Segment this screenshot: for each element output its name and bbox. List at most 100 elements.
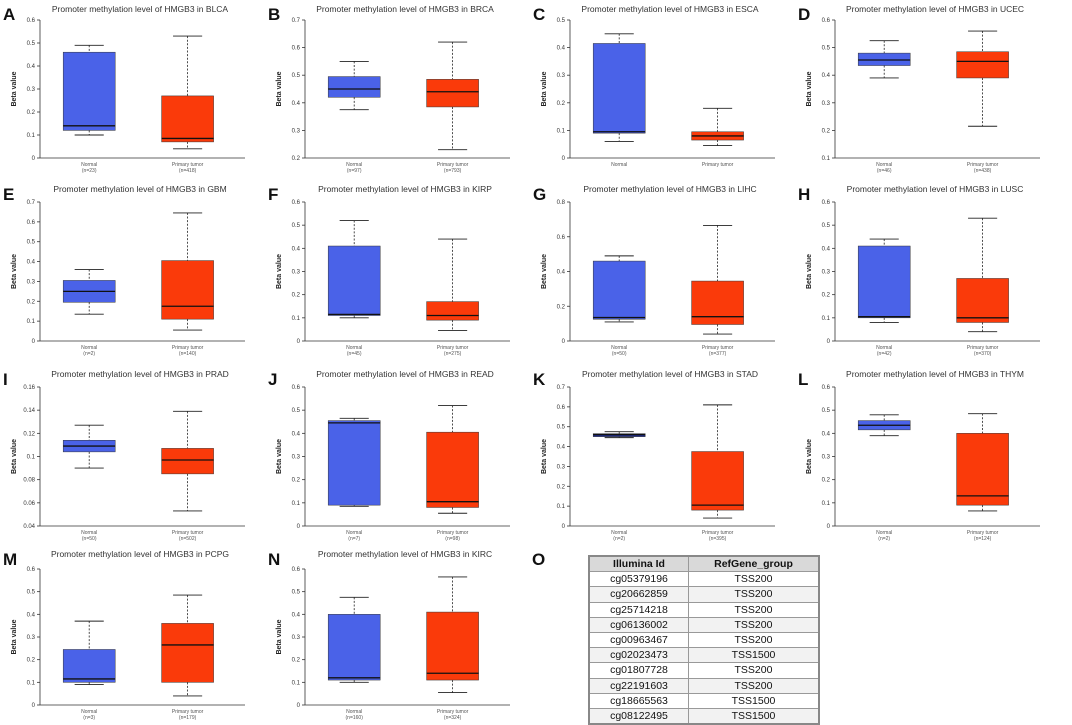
refgene-group-cell: TSS200	[688, 662, 820, 679]
panel-A-tumor-n-label: (n=418)	[179, 168, 197, 174]
panel-J-y-tick-label: 0.6	[292, 385, 301, 391]
panel-F-y-tick-label: 0.1	[292, 316, 301, 322]
panel-G-tumor-label: Primary tumor	[702, 345, 734, 351]
panel-K-normal-n-label: (n=2)	[613, 536, 625, 542]
panel-F-y-tick-label: 0.2	[292, 293, 301, 299]
panel-A-y-tick-label: 0.1	[27, 133, 36, 139]
panel-M-y-tick-label: 0	[32, 703, 36, 709]
panel-B-tumor-n-label: (n=793)	[444, 168, 462, 174]
panel-I-y-tick-label: 0.16	[23, 385, 35, 391]
panel-E-y-tick-label: 0.6	[27, 220, 36, 226]
panel-M-y-tick-label: 0.2	[27, 658, 36, 664]
panel-N-title: Promoter methylation level of HMGB3 in K…	[318, 549, 492, 559]
panel-A-tumor-box	[161, 95, 214, 143]
illumina-id-cell: cg05379196	[588, 571, 689, 588]
refgene-group-cell: TSS200	[688, 601, 820, 618]
panel-I-y-tick-label: 0.1	[27, 455, 36, 461]
panel-C-ylabel: Beta value	[541, 71, 548, 106]
panel-C-normal-label: Normal	[611, 162, 627, 168]
panel-C-letter: C	[533, 5, 545, 24]
table-row: cg02023473 TSS1500	[588, 647, 820, 664]
panel-L-normal-n-label: (n=2)	[878, 536, 890, 542]
panel-F-letter: F	[268, 185, 278, 204]
illumina-id-cell: cg08122495	[588, 707, 689, 725]
panel-M-y-tick-label: 0.6	[27, 567, 36, 573]
table-row: cg20662859 TSS200	[588, 586, 820, 603]
panel-G-normal-label: Normal	[611, 345, 627, 351]
panel-K-y-tick-label: 0.1	[557, 504, 566, 510]
panel-E-tumor-n-label: (n=140)	[179, 351, 197, 357]
panel-B-normal-label: Normal	[346, 162, 362, 168]
panel-A-y-tick-label: 0.5	[27, 41, 36, 47]
panel-B-y-tick-label: 0.3	[292, 128, 301, 134]
illumina-id-cell: cg00963467	[588, 631, 689, 649]
panel-J-y-tick-label: 0.1	[292, 501, 301, 507]
panel-L-tumor-n-label: (n=124)	[974, 536, 992, 542]
panel-I-tumor-label: Primary tumor	[172, 530, 204, 536]
panel-E-normal-n-label: (n=2)	[83, 351, 95, 357]
panel-G-y-tick-label: 0.4	[557, 270, 566, 276]
panel-J-ylabel: Beta value	[276, 439, 283, 474]
panel-I-y-tick-label: 0.04	[23, 524, 35, 530]
panel-L-letter: L	[798, 370, 808, 389]
panel-C-y-tick-label: 0.5	[557, 18, 566, 24]
panel-I-normal-n-label: (n=50)	[82, 536, 97, 542]
panel-B-normal-box	[327, 76, 381, 98]
panel-J-normal-n-label: (n=7)	[348, 536, 360, 542]
panel-B-letter: B	[268, 5, 280, 24]
panel-A-tumor-label: Primary tumor	[172, 162, 204, 168]
panel-I-normal-label: Normal	[81, 530, 97, 536]
panel-F-title: Promoter methylation level of HMGB3 in K…	[318, 184, 492, 194]
panel-A-y-tick-label: 0.6	[27, 18, 36, 24]
panel-K-tumor-n-label: (n=395)	[709, 536, 727, 542]
panel-M-normal-box	[62, 649, 116, 683]
panel-G-letter: G	[533, 185, 546, 204]
panel-E-y-tick-label: 0.1	[27, 319, 36, 325]
panel-M-title: Promoter methylation level of HMGB3 in P…	[51, 549, 229, 559]
panel-H-y-tick-label: 0.2	[822, 293, 831, 299]
panel-F-y-tick-label: 0.3	[292, 270, 301, 276]
panel-K-y-tick-label: 0.2	[557, 484, 566, 490]
panel-B-tumor-box	[426, 79, 479, 108]
panel-E-letter: E	[3, 185, 14, 204]
panel-F-normal-label: Normal	[346, 345, 362, 351]
panel-J-normal-label: Normal	[346, 530, 362, 536]
panel-E-y-tick-label: 0	[32, 339, 36, 345]
panel-I-ylabel: Beta value	[11, 439, 18, 474]
panel-L-y-tick-label: 0.4	[822, 431, 831, 437]
panel-K-y-tick-label: 0.4	[557, 445, 566, 451]
panel-B-tumor-label: Primary tumor	[437, 162, 469, 168]
refgene-group-cell: TSS1500	[688, 692, 820, 709]
panel-F-ylabel: Beta value	[276, 254, 283, 289]
panel-F-y-tick-label: 0	[297, 339, 301, 345]
panel-N-y-tick-label: 0.3	[292, 635, 301, 641]
panel-H-y-tick-label: 0.4	[822, 246, 831, 252]
panel-F-y-tick-label: 0.5	[292, 223, 301, 229]
panel-D-tumor-label: Primary tumor	[967, 162, 999, 168]
table-row: cg01807728 TSS200	[588, 662, 820, 679]
probe-table: Illumina Id RefGene_group cg05379196 TSS2…	[588, 555, 820, 725]
panel-B-y-tick-label: 0.4	[292, 101, 301, 107]
refgene-group-cell: TSS200	[688, 616, 820, 633]
panel-K-normal-label: Normal	[611, 530, 627, 536]
panel-I-tumor-n-label: (n=502)	[179, 536, 197, 542]
panel-K-tumor-box	[691, 451, 744, 511]
panel-D-y-tick-label: 0.3	[822, 101, 831, 107]
panel-H-tumor-box	[956, 278, 1009, 323]
panel-A-y-tick-label: 0	[32, 156, 36, 162]
illumina-id-cell: cg25714218	[588, 601, 689, 618]
panel-N-tumor-box	[426, 611, 479, 681]
panel-N-y-tick-label: 0.1	[292, 680, 301, 686]
panel-D-normal-label: Normal	[876, 162, 892, 168]
panel-N-y-tick-label: 0	[297, 703, 301, 709]
illumina-id-cell: cg01807728	[588, 662, 689, 679]
panel-N-ylabel: Beta value	[276, 619, 283, 654]
panel-C-normal-box	[592, 43, 646, 134]
panel-G-y-tick-label: 0.6	[557, 235, 566, 241]
panel-I-tumor-box	[161, 448, 214, 475]
panel-F-tumor-n-label: (n=275)	[444, 351, 462, 357]
panel-G-y-tick-label: 0.2	[557, 304, 566, 310]
panel-M-ylabel: Beta value	[11, 619, 18, 654]
panel-H-y-tick-label: 0	[827, 339, 831, 345]
panel-E-title: Promoter methylation level of HMGB3 in G…	[53, 184, 226, 194]
